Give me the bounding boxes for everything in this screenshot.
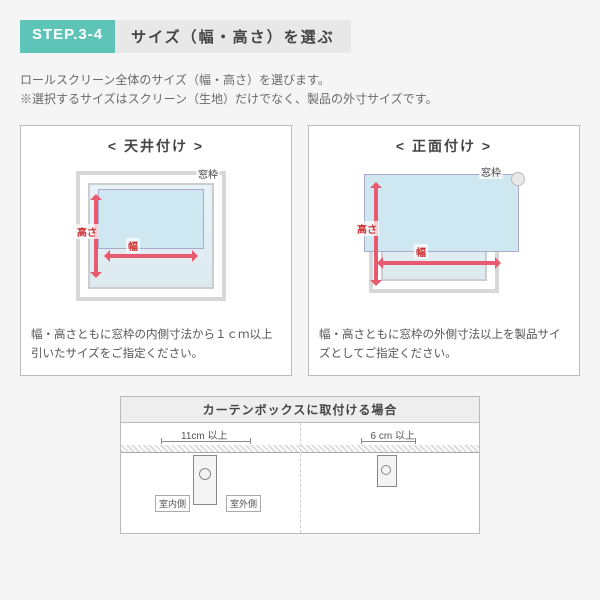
intro-line1: ロールスクリーン全体のサイズ（幅・高さ）を選びます。	[20, 71, 580, 90]
dim-line-icon	[161, 441, 251, 442]
curtain-right: 6 cm 以上	[301, 423, 480, 533]
label-height-r: 高さ	[355, 221, 379, 236]
curtain-box-section: カーテンボックスに取付ける場合 11cm 以上 室内側 室外側 6 cm 以上	[120, 396, 480, 534]
dim-right: 6 cm 以上	[371, 427, 415, 442]
illustration-ceiling: 窓枠 高さ 幅	[31, 166, 281, 316]
panel-ceiling-mount: < 天井付け > 窓枠 高さ 幅 幅・高さともに窓枠の内側寸法から１ｃｍ以上引い…	[20, 125, 292, 376]
label-height: 高さ	[75, 224, 99, 239]
tag-inside: 室内側	[155, 495, 190, 512]
step-header: STEP.3-4 サイズ（幅・高さ）を選ぶ	[20, 20, 580, 53]
illustration-front: 窓枠 高さ 幅	[319, 166, 569, 316]
dim-line-r-icon	[361, 441, 416, 442]
panel-front-mount: < 正面付け > 窓枠 高さ 幅 幅・高さともに窓枠の外側寸法以上を製品サイズと…	[308, 125, 580, 376]
step-title: サイズ（幅・高さ）を選ぶ	[115, 20, 351, 53]
panel-desc-left: 幅・高さともに窓枠の内側寸法から１ｃｍ以上引いたサイズをご指定ください。	[31, 326, 281, 363]
panel-title-left: < 天井付け >	[31, 136, 281, 156]
roll-icon	[511, 172, 525, 186]
arrow-width-icon	[106, 254, 196, 258]
curtain-box-title: カーテンボックスに取付ける場合	[121, 397, 479, 423]
tag-outside: 室外側	[226, 495, 261, 512]
ceiling-hatch-icon	[121, 445, 300, 453]
label-frame: 窓枠	[196, 166, 220, 181]
label-width-r: 幅	[414, 244, 428, 259]
step-badge: STEP.3-4	[20, 20, 115, 53]
curtain-box-body: 11cm 以上 室内側 室外側 6 cm 以上	[121, 423, 479, 533]
arrow-width-icon-r	[379, 261, 499, 265]
panel-title-right: < 正面付け >	[319, 136, 569, 156]
curtain-left: 11cm 以上 室内側 室外側	[121, 423, 301, 533]
intro-line2: ※選択するサイズはスクリーン（生地）だけでなく、製品の外寸サイズです。	[20, 90, 580, 109]
label-frame-r: 窓枠	[479, 164, 503, 179]
bracket-icon	[193, 455, 217, 505]
label-width: 幅	[126, 238, 140, 253]
mounting-panels: < 天井付け > 窓枠 高さ 幅 幅・高さともに窓枠の内側寸法から１ｃｍ以上引い…	[20, 125, 580, 376]
ceiling-hatch-r-icon	[301, 445, 480, 453]
panel-desc-right: 幅・高さともに窓枠の外側寸法以上を製品サイズとしてご指定ください。	[319, 326, 569, 363]
intro-text: ロールスクリーン全体のサイズ（幅・高さ）を選びます。 ※選択するサイズはスクリー…	[20, 71, 580, 109]
dim-left: 11cm 以上	[181, 427, 228, 442]
